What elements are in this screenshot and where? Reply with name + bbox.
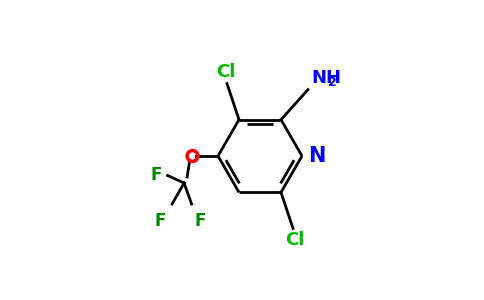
Text: F: F — [150, 167, 162, 184]
Text: F: F — [155, 212, 166, 230]
Text: 2: 2 — [329, 76, 337, 89]
Text: N: N — [309, 146, 326, 166]
Text: Cl: Cl — [216, 63, 235, 81]
Text: Cl: Cl — [285, 231, 304, 249]
Text: F: F — [195, 212, 206, 230]
Text: NH: NH — [311, 69, 341, 87]
